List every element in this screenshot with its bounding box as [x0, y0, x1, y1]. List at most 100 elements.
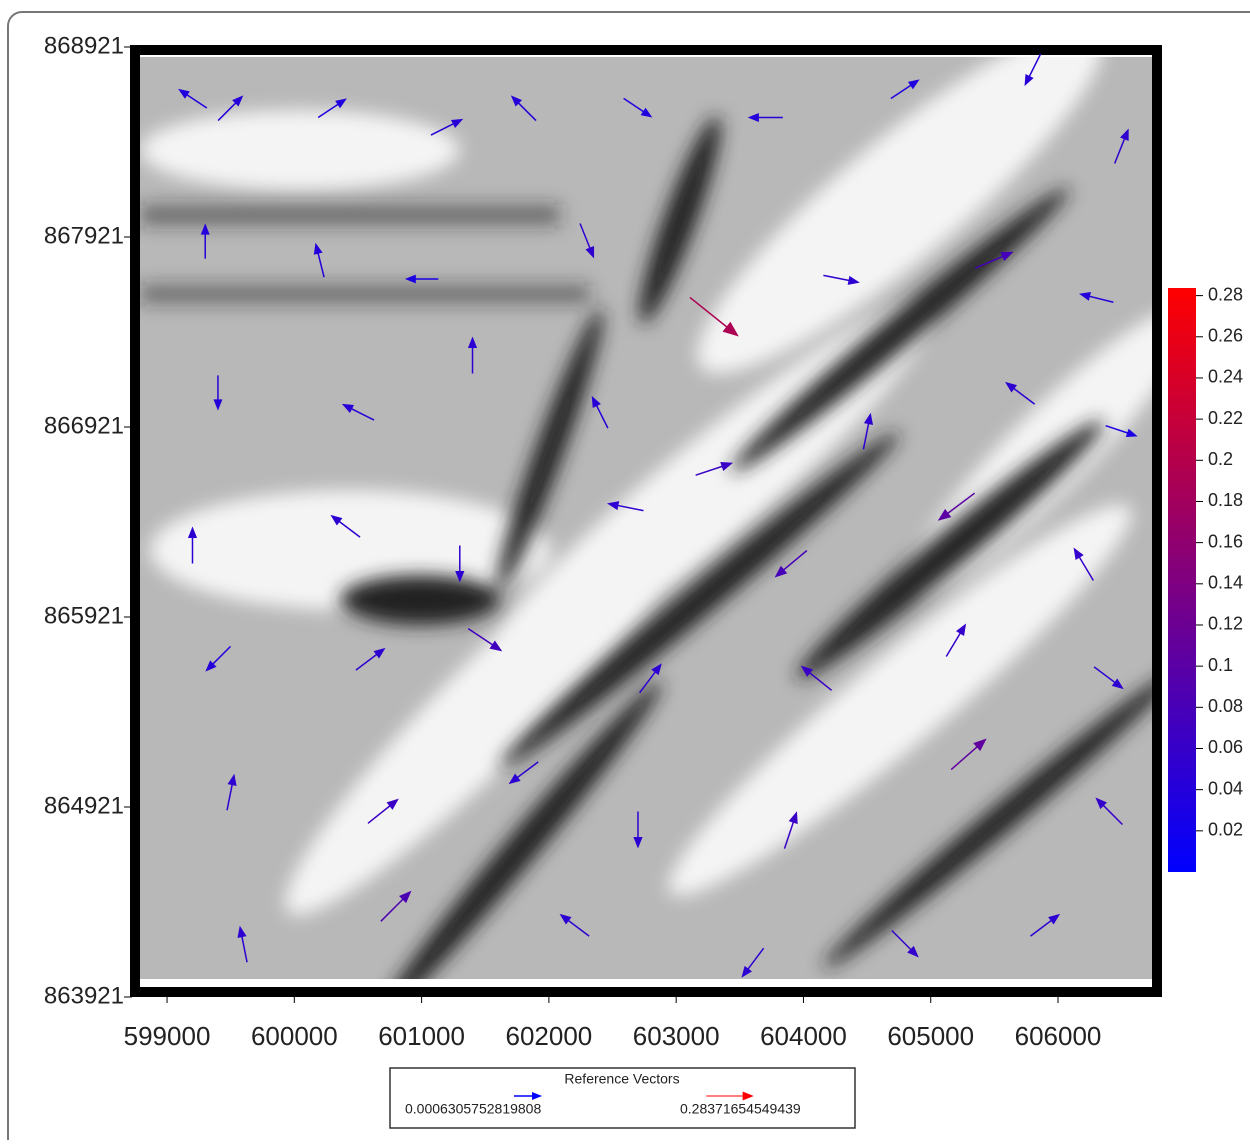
vector-arrow — [178, 88, 208, 109]
vector-arrow — [510, 95, 537, 122]
arrow-head — [237, 925, 247, 938]
vector-arrow — [508, 761, 539, 785]
vector-arrow — [455, 545, 465, 583]
arrow-head — [640, 107, 653, 118]
arrow-shaft — [594, 401, 609, 429]
arrow-head — [455, 570, 465, 583]
arrow-head — [591, 395, 601, 409]
arrow-shaft — [695, 464, 727, 476]
vector-arrow — [1024, 53, 1042, 87]
vector-arrow — [689, 296, 739, 337]
colorbar-tick-label: 0.26 — [1208, 326, 1243, 346]
colorbar-tick-label: 0.2 — [1208, 449, 1233, 469]
arrow-shaft — [1026, 53, 1042, 81]
vector-arrow — [1113, 128, 1129, 164]
arrow-head — [489, 640, 503, 652]
colorbar-tick-label: 0.14 — [1208, 573, 1243, 593]
arrow-head — [651, 663, 662, 676]
arrow-head — [187, 526, 198, 538]
arrow-shaft — [945, 629, 964, 657]
vector-arrow — [747, 113, 783, 122]
vector-arrow — [380, 890, 412, 922]
colorbar-tick-label: 0.06 — [1208, 737, 1243, 757]
y-tick-label: 868921 — [44, 32, 124, 59]
arrow-shaft — [240, 932, 248, 963]
arrow-shaft — [579, 223, 593, 253]
arrow-shaft — [689, 296, 732, 332]
colorbar-tick-label: 0.12 — [1208, 614, 1243, 634]
vector-arrow — [823, 274, 860, 285]
arrow-head — [532, 1091, 543, 1101]
y-tick-label: 864921 — [44, 792, 124, 819]
vector-arrow — [217, 95, 244, 122]
arrow-head — [863, 412, 873, 425]
vector-arrow — [695, 462, 734, 476]
vector-arrow — [890, 79, 920, 100]
vector-arrow — [367, 798, 399, 824]
vector-arrow — [639, 663, 662, 694]
arrow-head — [559, 913, 572, 925]
arrow-shaft — [1113, 134, 1127, 164]
colorbar-tick-label: 0.04 — [1208, 778, 1243, 798]
arrow-head — [510, 95, 522, 107]
arrow-shaft — [515, 99, 537, 122]
legend-box — [389, 1067, 856, 1129]
plot-border — [130, 45, 1162, 997]
arrow-shaft — [805, 669, 833, 691]
x-tick-label: 606000 — [1015, 1021, 1102, 1051]
arrow-shaft — [564, 917, 590, 937]
arrow-head — [800, 665, 814, 677]
arrow-head — [907, 79, 920, 90]
arrow-shaft — [355, 651, 381, 671]
legend-max-arrow — [706, 1091, 754, 1101]
vector-arrow — [404, 274, 439, 284]
vector-arrow — [891, 929, 919, 958]
arrow-shaft — [380, 895, 407, 922]
arrow-shaft — [316, 249, 325, 278]
vector-arrow — [467, 628, 503, 652]
vector-arrow — [355, 647, 386, 671]
arrow-head — [373, 647, 386, 659]
arrow-head — [1073, 547, 1084, 560]
x-tick-label: 601000 — [378, 1021, 465, 1051]
arrow-head — [774, 565, 788, 578]
arrow-shaft — [623, 97, 648, 115]
arrow-head — [1095, 797, 1108, 810]
arrow-head — [341, 403, 355, 414]
vector-arrow — [607, 501, 644, 512]
colorbar-tick-label: 0.1 — [1208, 655, 1233, 675]
arrow-shaft — [974, 253, 1008, 269]
vector-arrow — [800, 665, 833, 691]
arrow-head — [1024, 73, 1034, 87]
x-tick-label: 602000 — [506, 1021, 593, 1051]
legend-max: 0.28371654549439 — [680, 1101, 801, 1117]
arrow-head — [335, 98, 347, 109]
colorbar — [1168, 288, 1196, 872]
arrow-shaft — [943, 492, 976, 517]
arrow-shaft — [1076, 553, 1095, 581]
vector-arrow — [1079, 292, 1114, 304]
arrow-shaft — [639, 668, 659, 694]
arrow-shaft — [1099, 801, 1123, 826]
colorbar-tick-label: 0.08 — [1208, 696, 1243, 716]
vector-arrow — [591, 395, 609, 429]
x-tick-label: 605000 — [887, 1021, 974, 1051]
arrow-shaft — [467, 628, 497, 648]
colorbar-tick-label: 0.02 — [1208, 820, 1243, 840]
vector-arrow — [467, 336, 478, 374]
relief-image — [140, 57, 1152, 979]
vector-arrow — [1073, 547, 1095, 581]
arrow-head — [467, 336, 478, 348]
vector-arrow — [317, 98, 347, 119]
legend-title: Reference Vectors — [564, 1071, 679, 1087]
arrow-head — [200, 223, 210, 235]
arrow-head — [386, 798, 399, 810]
arrow-shaft — [1030, 917, 1056, 937]
vector-arrow — [974, 251, 1014, 269]
vector-arrow — [783, 811, 798, 849]
arrow-shaft — [823, 274, 854, 283]
arrow-head — [232, 95, 244, 107]
arrow-head — [956, 623, 967, 636]
arrow-shaft — [950, 743, 982, 771]
frame — [7, 11, 1250, 1145]
